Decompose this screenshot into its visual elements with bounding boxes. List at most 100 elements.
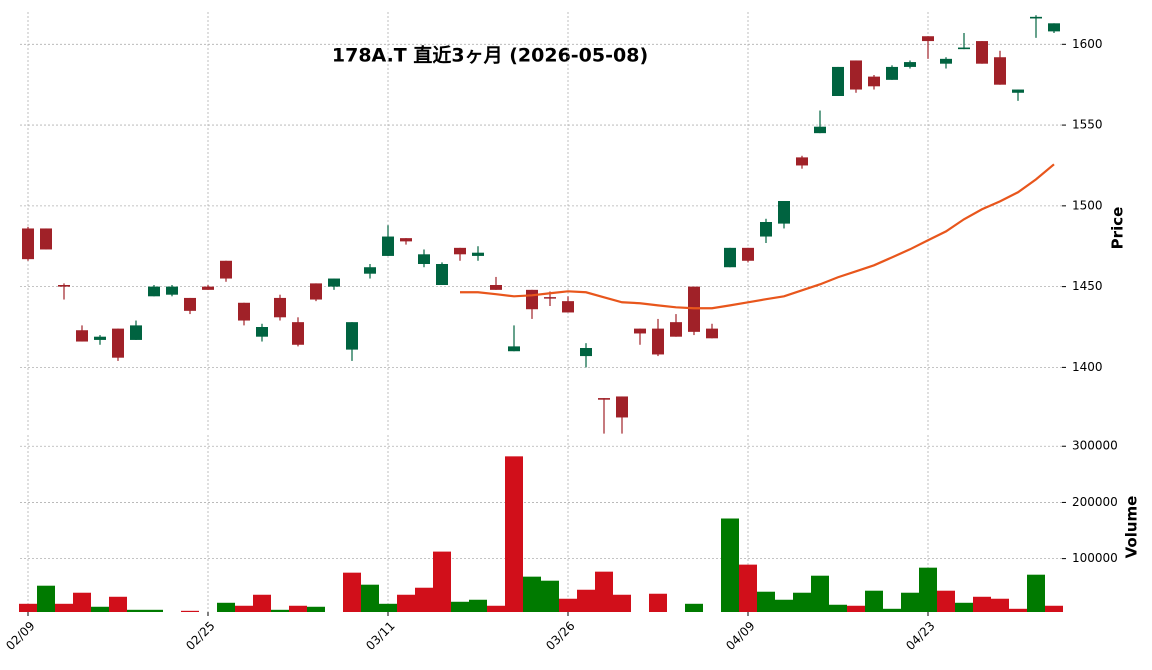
- candle-body: [778, 201, 790, 224]
- candle-body: [454, 247, 466, 255]
- y2-axis-label: Volume: [1123, 496, 1141, 559]
- candle-body: [328, 278, 340, 287]
- candle-body: [886, 66, 898, 80]
- x-tick-label: 04/09: [723, 619, 757, 653]
- volume-bar: [1027, 574, 1045, 612]
- volume-bar: [775, 599, 793, 612]
- volume-bar: [559, 598, 577, 612]
- candle-body: [670, 322, 682, 337]
- y-tick-label: 1550: [1072, 118, 1103, 132]
- volume-bar: [901, 592, 919, 612]
- candle-body: [1048, 23, 1060, 32]
- x-tick-label: 03/11: [363, 619, 397, 653]
- candle-body: [130, 325, 142, 340]
- volume-bar: [343, 572, 361, 612]
- volume-bar: [253, 594, 271, 612]
- volume-bar: [757, 591, 775, 612]
- y-tick-label: 1600: [1072, 37, 1103, 51]
- volume-bar: [829, 604, 847, 612]
- volume-bar: [577, 589, 595, 612]
- volume-bar: [55, 603, 73, 612]
- y-tick-label: 1400: [1072, 360, 1103, 374]
- volume-bar: [91, 606, 109, 612]
- candle-body: [238, 302, 250, 321]
- candle-body: [346, 322, 358, 350]
- volume-bar: [685, 603, 703, 612]
- candle-body: [976, 41, 988, 64]
- candle-body: [418, 254, 430, 264]
- volume-bar: [973, 596, 991, 612]
- moving-average-line: [460, 163, 1055, 310]
- volume-bar: [721, 518, 739, 612]
- volume-bar: [739, 564, 757, 612]
- candle-body: [472, 252, 484, 256]
- candle-body: [76, 330, 88, 342]
- candle-body: [544, 297, 556, 299]
- candle-body: [796, 157, 808, 166]
- candle-body: [22, 228, 34, 260]
- candle-body: [436, 264, 448, 285]
- volume-bar: [397, 594, 415, 612]
- candle-body: [814, 126, 826, 134]
- y-tick-label: 1500: [1072, 198, 1103, 212]
- candle-body: [508, 346, 520, 352]
- volume-bar: [289, 605, 307, 612]
- candle-body: [400, 238, 412, 242]
- x-tick-label: 04/23: [903, 619, 937, 653]
- candle-body: [112, 328, 124, 358]
- candle-body: [1012, 89, 1024, 93]
- volume-bar: [379, 603, 397, 612]
- volume-bar: [505, 456, 523, 612]
- volume-bar: [523, 576, 541, 612]
- chart-title: 178A.T 直近3ヶ月 (2026-05-08): [332, 44, 648, 67]
- candle-body: [706, 328, 718, 339]
- y2-tick-label: 300000: [1072, 439, 1118, 453]
- volume-bar: [487, 605, 505, 612]
- x-tick-label: 03/26: [543, 619, 577, 653]
- volume-bar: [883, 608, 901, 612]
- candle-body: [742, 247, 754, 261]
- candle-body: [220, 260, 232, 279]
- candle-body: [364, 267, 376, 274]
- volume-bar: [613, 594, 631, 612]
- candle-body: [868, 76, 880, 87]
- candle-body: [310, 283, 322, 300]
- volume-bar: [1009, 608, 1027, 612]
- volume-bar: [793, 592, 811, 612]
- volume-bar: [811, 575, 829, 612]
- volume-bar: [271, 609, 289, 612]
- x-tick-label: 02/25: [183, 619, 217, 653]
- candle-body: [922, 36, 934, 42]
- y-tick-label: 1450: [1072, 279, 1103, 293]
- volume-bar: [469, 599, 487, 612]
- volume-bar: [451, 601, 469, 612]
- volume-bar: [415, 587, 433, 612]
- volume-bar: [955, 602, 973, 612]
- candle-body: [850, 60, 862, 90]
- volume-bar: [937, 590, 955, 612]
- volume-bar: [73, 592, 91, 612]
- volume-bar: [37, 585, 55, 612]
- volume-bar: [649, 593, 667, 612]
- volume-bar: [847, 605, 865, 612]
- volume-bar: [145, 609, 163, 612]
- candle-body: [94, 336, 106, 340]
- volume-bar: [307, 606, 325, 612]
- candle-body: [256, 327, 268, 337]
- volume-bar: [433, 551, 451, 612]
- candle-body: [994, 57, 1006, 85]
- volume-bar: [235, 605, 253, 612]
- candle-body: [580, 348, 592, 357]
- volume-bar: [541, 580, 559, 612]
- volume-bar: [865, 590, 883, 612]
- candle-body: [292, 322, 304, 345]
- candle-body: [904, 62, 916, 67]
- candle-body: [166, 286, 178, 295]
- candle-body: [598, 398, 610, 400]
- volume-bar: [181, 610, 199, 612]
- volume-bar: [595, 571, 613, 612]
- candle-body: [202, 286, 214, 290]
- candle-body: [58, 285, 70, 287]
- volume-bar: [361, 584, 379, 612]
